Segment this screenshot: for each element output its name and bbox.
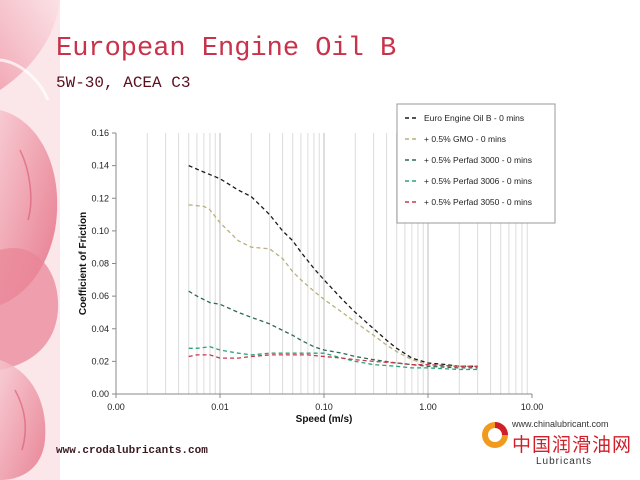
legend-box	[396, 103, 556, 224]
series-line-5	[188, 354, 478, 367]
y-tick-label: 0.14	[91, 161, 109, 171]
brand-name: 中国润滑油网	[512, 434, 633, 456]
legend-label-4: + 0.5% Perfad 3006 - 0 mins	[424, 176, 532, 186]
slide-subtitle: 5W-30, ACEA C3	[56, 74, 191, 92]
x-tick-label: 1.00	[419, 402, 437, 412]
series-line-2	[188, 204, 478, 369]
y-tick-label: 0.00	[91, 389, 109, 399]
y-tick-label: 0.12	[91, 193, 109, 203]
legend-label-3: + 0.5% Perfad 3000 - 0 mins	[424, 155, 532, 165]
series-line-4	[188, 346, 478, 371]
y-tick-label: 0.02	[91, 356, 109, 366]
x-tick-label: 0.00	[107, 402, 125, 412]
brand-sub: Lubricants	[536, 456, 593, 467]
y-tick-label: 0.04	[91, 324, 109, 334]
x-tick-label: 10.00	[521, 402, 544, 412]
brand-logo-icon	[482, 422, 508, 448]
x-tick-label: 0.10	[315, 402, 333, 412]
legend-label-2: + 0.5% GMO - 0 mins	[424, 134, 506, 144]
brand-url: www.chinalubricant.com	[512, 419, 609, 429]
slide-title: European Engine Oil B	[56, 34, 397, 64]
footer-url[interactable]: www.crodalubricants.com	[56, 445, 208, 457]
y-tick-label: 0.10	[91, 226, 109, 236]
y-axis-label: Coefficient of Friction	[78, 212, 89, 315]
brand-watermark: www.chinalubricant.com 中国润滑油网 Lubricants	[478, 412, 638, 478]
legend-label-1: Euro Engine Oil B - 0 mins	[424, 113, 524, 123]
x-tick-label: 0.01	[211, 402, 229, 412]
legend-label-5: + 0.5% Perfad 3050 - 0 mins	[424, 197, 532, 207]
x-axis-label: Speed (m/s)	[296, 414, 353, 425]
y-tick-label: 0.06	[91, 291, 109, 301]
y-tick-label: 0.16	[91, 128, 109, 138]
series-line-3	[188, 290, 478, 369]
series-line-1	[188, 165, 478, 367]
y-tick-label: 0.08	[91, 259, 109, 269]
